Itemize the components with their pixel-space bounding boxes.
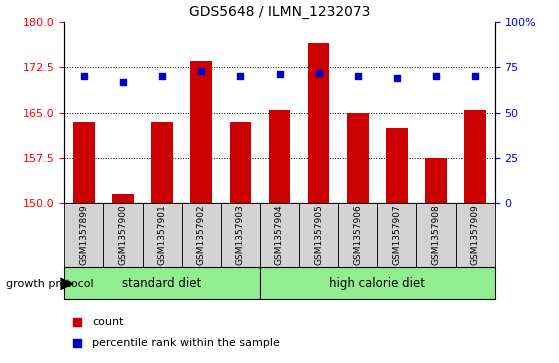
- Text: percentile rank within the sample: percentile rank within the sample: [92, 338, 280, 347]
- Point: [471, 73, 480, 79]
- Bar: [347, 113, 368, 203]
- Point: [119, 79, 127, 85]
- Bar: [260, 203, 299, 267]
- Bar: [230, 122, 251, 203]
- Bar: [308, 43, 329, 203]
- Point: [275, 72, 284, 77]
- Text: GSM1357901: GSM1357901: [158, 205, 167, 265]
- Bar: [377, 203, 416, 267]
- Bar: [112, 194, 134, 203]
- Text: GSM1357909: GSM1357909: [471, 205, 480, 265]
- Text: GSM1357905: GSM1357905: [314, 205, 323, 265]
- Text: standard diet: standard diet: [122, 277, 202, 290]
- Bar: [221, 203, 260, 267]
- Bar: [465, 110, 486, 203]
- Point: [158, 73, 167, 79]
- Bar: [182, 203, 221, 267]
- Point: [392, 75, 401, 81]
- Text: GSM1357902: GSM1357902: [197, 205, 206, 265]
- Bar: [64, 267, 260, 299]
- Polygon shape: [60, 277, 74, 290]
- Point: [353, 73, 362, 79]
- Text: GSM1357900: GSM1357900: [119, 205, 127, 265]
- Bar: [425, 158, 447, 203]
- Bar: [416, 203, 456, 267]
- Text: GSM1357907: GSM1357907: [392, 205, 401, 265]
- Text: high calorie diet: high calorie diet: [329, 277, 425, 290]
- Text: GSM1357906: GSM1357906: [353, 205, 362, 265]
- Text: growth protocol: growth protocol: [6, 279, 93, 289]
- Point: [392, 209, 401, 215]
- Bar: [191, 61, 212, 203]
- Bar: [151, 122, 173, 203]
- Bar: [456, 203, 495, 267]
- Point: [197, 68, 206, 74]
- Bar: [143, 203, 182, 267]
- Text: count: count: [92, 317, 124, 327]
- Bar: [299, 203, 338, 267]
- Bar: [386, 128, 408, 203]
- Point: [236, 73, 245, 79]
- Bar: [260, 267, 495, 299]
- Point: [432, 73, 440, 79]
- Bar: [269, 110, 290, 203]
- Bar: [73, 122, 94, 203]
- Bar: [64, 203, 103, 267]
- Text: GSM1357904: GSM1357904: [275, 205, 284, 265]
- Point: [392, 20, 401, 26]
- Title: GDS5648 / ILMN_1232073: GDS5648 / ILMN_1232073: [189, 5, 370, 19]
- Text: GSM1357899: GSM1357899: [79, 205, 88, 265]
- Text: GSM1357903: GSM1357903: [236, 205, 245, 265]
- Text: GSM1357908: GSM1357908: [432, 205, 440, 265]
- Bar: [338, 203, 377, 267]
- Point: [79, 73, 88, 79]
- Bar: [103, 203, 143, 267]
- Point: [314, 70, 323, 76]
